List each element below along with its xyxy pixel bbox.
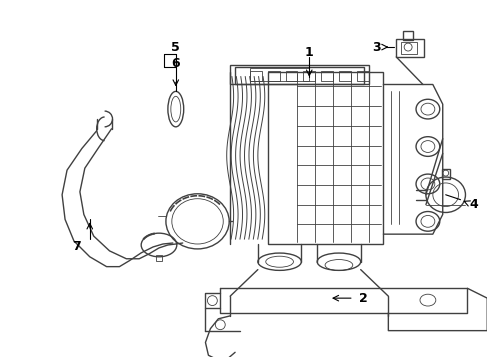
Bar xyxy=(286,71,297,81)
Text: 4: 4 xyxy=(469,198,478,211)
Bar xyxy=(250,71,262,81)
Bar xyxy=(250,68,309,81)
Text: 1: 1 xyxy=(305,45,314,59)
Bar xyxy=(339,71,351,81)
Text: 3: 3 xyxy=(372,41,381,54)
Bar xyxy=(396,39,424,57)
Text: 7: 7 xyxy=(73,240,81,253)
Bar xyxy=(303,71,315,81)
Text: 2: 2 xyxy=(359,292,368,305)
Bar xyxy=(442,169,450,179)
Bar xyxy=(156,255,162,261)
Bar xyxy=(403,31,413,40)
Bar xyxy=(268,71,280,81)
Bar xyxy=(235,67,364,85)
Text: 5: 5 xyxy=(172,41,180,54)
Bar xyxy=(357,71,368,81)
Bar xyxy=(401,42,417,54)
Bar xyxy=(268,72,383,244)
Bar xyxy=(230,65,368,85)
Text: 6: 6 xyxy=(172,57,180,70)
Bar xyxy=(321,71,333,81)
